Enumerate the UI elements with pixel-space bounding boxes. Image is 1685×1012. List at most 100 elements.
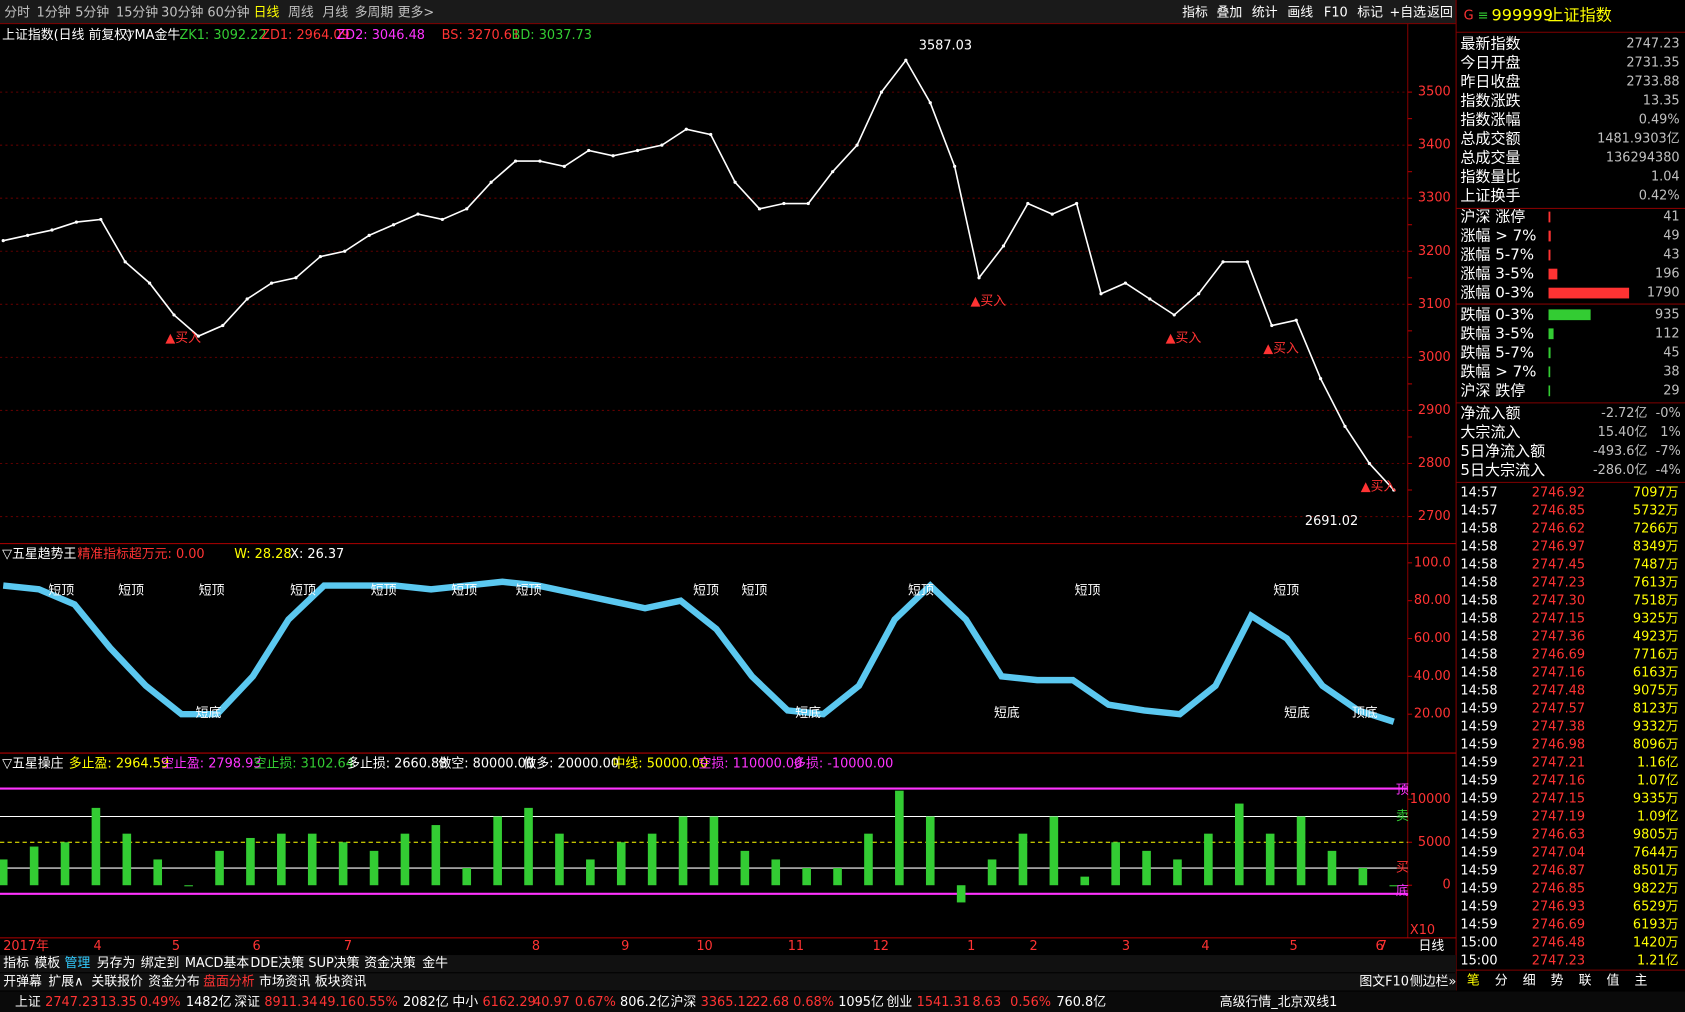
- data-point: [1099, 292, 1103, 296]
- side-tab[interactable]: 联: [1579, 973, 1592, 988]
- tool-button[interactable]: 叠加: [1216, 5, 1242, 20]
- period-tab[interactable]: 日线: [254, 5, 280, 20]
- legend-item: 空止盈: 2798.93: [161, 756, 261, 771]
- short-top-label: 短顶: [1273, 583, 1299, 598]
- buy-signal: ▲买入: [1166, 331, 1202, 346]
- status-item: 2747.23: [45, 995, 98, 1010]
- bar: [122, 833, 132, 886]
- tab[interactable]: 资金决策: [364, 955, 416, 971]
- tab[interactable]: 指标: [3, 956, 29, 971]
- tool-button[interactable]: 标记: [1357, 5, 1383, 20]
- status-item: 13.35: [100, 995, 137, 1010]
- tab[interactable]: 管理: [64, 956, 90, 971]
- tab[interactable]: 市场资讯: [259, 973, 311, 989]
- bar: [277, 833, 286, 886]
- tab[interactable]: 开弹幕: [3, 974, 42, 989]
- bar: [1204, 833, 1213, 886]
- period-tab[interactable]: 5分钟: [75, 4, 109, 20]
- tick-time: 14:59: [1460, 846, 1497, 861]
- legend-item: 空损: 110000.00: [699, 756, 803, 771]
- side-label: 买: [1396, 861, 1409, 876]
- tick-time: 14:57: [1460, 486, 1497, 501]
- status-item: 760.8亿: [1056, 995, 1106, 1010]
- status-item: 3365.12: [701, 995, 754, 1010]
- period-tab[interactable]: 多周期: [355, 5, 394, 20]
- side-tab[interactable]: 分: [1495, 973, 1508, 988]
- status-item: 创业: [887, 995, 913, 1010]
- bar: [925, 816, 935, 886]
- data-point: [294, 276, 298, 280]
- tab[interactable]: DDE决策: [250, 955, 304, 971]
- tick-time: 14:58: [1460, 666, 1497, 681]
- x-axis-label: 11: [788, 939, 804, 954]
- breadth-label: 跌幅 5-7%: [1460, 343, 1534, 361]
- tab[interactable]: 资金分布: [148, 973, 200, 989]
- breadth-bar: [1548, 230, 1551, 242]
- breadth-count: 45: [1663, 345, 1679, 360]
- tool-button[interactable]: 画线: [1287, 5, 1313, 20]
- tab[interactable]: 另存为: [97, 956, 136, 971]
- tick-price: 2746.85: [1532, 881, 1585, 896]
- tick-volume: 7266万: [1633, 522, 1679, 537]
- bar: [1358, 868, 1368, 886]
- side-tab[interactable]: 势: [1551, 972, 1564, 988]
- x-axis-label: 4: [93, 939, 101, 954]
- short-top-label: 短顶: [118, 583, 144, 598]
- tick-price: 2746.63: [1532, 828, 1585, 843]
- status-item: 6162.29: [483, 995, 536, 1010]
- tick-time: 14:59: [1460, 828, 1497, 843]
- tool-button[interactable]: 统计: [1252, 5, 1278, 20]
- flow-pct: -4%: [1656, 463, 1681, 478]
- y-tick-label: 3400: [1418, 138, 1451, 153]
- quote-value: 2733.88: [1626, 75, 1679, 90]
- side-tab[interactable]: 细: [1523, 973, 1536, 988]
- legend-item: ZK1: 3092.22: [179, 28, 266, 43]
- bar: [338, 842, 348, 886]
- breadth-bar: [1548, 287, 1630, 299]
- tick-price: 2746.98: [1532, 738, 1585, 753]
- quote-label: 总成交额: [1460, 130, 1520, 148]
- tool-button[interactable]: F10: [1324, 5, 1348, 20]
- tab[interactable]: 模板: [34, 956, 60, 971]
- period-tab[interactable]: 更多>: [398, 5, 435, 20]
- tab[interactable]: 侧边栏»: [1410, 974, 1457, 989]
- bar: [0, 859, 8, 886]
- period-tab[interactable]: 15分钟: [116, 4, 158, 20]
- buy-signal: ▲买入: [165, 331, 201, 346]
- data-point: [660, 143, 664, 147]
- tab[interactable]: 关联报价: [91, 974, 143, 989]
- period-tab[interactable]: 60分钟: [207, 4, 249, 20]
- tool-button[interactable]: +自选: [1389, 5, 1426, 20]
- status-item: 1095亿: [838, 995, 884, 1010]
- tab[interactable]: MACD基本: [185, 956, 249, 971]
- tab[interactable]: 板块资讯: [315, 974, 367, 989]
- tab[interactable]: SUP决策: [308, 955, 359, 971]
- breadth-label: 涨幅 5-7%: [1460, 246, 1534, 264]
- tab[interactable]: 图文F10: [1359, 974, 1409, 989]
- x-axis-label: 6: [1376, 939, 1384, 954]
- zoom-label: X10: [1410, 923, 1435, 938]
- period-tab[interactable]: 周线: [288, 5, 314, 20]
- quote-value: 13.35: [1643, 94, 1680, 109]
- legend-item: X: 26.37: [290, 547, 344, 562]
- period-tab[interactable]: 月线: [322, 5, 348, 20]
- tool-button[interactable]: 指标: [1182, 5, 1208, 20]
- tool-button[interactable]: 返回: [1427, 5, 1453, 20]
- side-tab[interactable]: 值: [1607, 972, 1620, 988]
- tab[interactable]: 扩展∧: [48, 974, 83, 989]
- tab[interactable]: 金牛: [422, 955, 448, 971]
- tick-time: 14:59: [1460, 702, 1497, 717]
- side-tab[interactable]: 笔: [1467, 972, 1480, 988]
- bar: [307, 833, 317, 886]
- tab[interactable]: 绑定到: [141, 956, 180, 971]
- period-tab[interactable]: 1分钟: [37, 4, 71, 20]
- period-tab[interactable]: 分时: [4, 5, 30, 20]
- bar: [1265, 833, 1275, 886]
- tab[interactable]: 盘面分析: [203, 973, 255, 989]
- x-axis-label: 9: [621, 939, 629, 954]
- tick-time: 15:00: [1460, 935, 1497, 950]
- side-tab[interactable]: 主: [1634, 973, 1647, 988]
- period-tab[interactable]: 30分钟: [161, 4, 203, 20]
- tick-volume: 4923万: [1633, 630, 1679, 645]
- x-axis-label: 8: [532, 939, 540, 954]
